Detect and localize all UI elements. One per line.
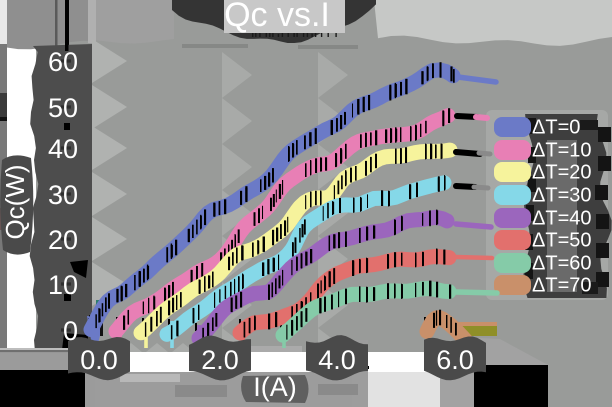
svg-text:20: 20 xyxy=(48,225,78,255)
svg-text:ΔT=0: ΔT=0 xyxy=(532,117,580,139)
svg-text:Qc vs.I: Qc vs.I xyxy=(224,0,330,34)
svg-text:0.0: 0.0 xyxy=(80,345,118,375)
svg-text:ΔT=30: ΔT=30 xyxy=(532,185,592,207)
svg-text:10: 10 xyxy=(48,270,78,300)
svg-text:50: 50 xyxy=(48,93,78,123)
svg-text:ΔT=20: ΔT=20 xyxy=(532,162,592,184)
svg-text:6.0: 6.0 xyxy=(436,345,474,375)
svg-text:40: 40 xyxy=(48,134,78,164)
svg-text:0: 0 xyxy=(63,316,78,346)
svg-text:ΔT=70: ΔT=70 xyxy=(532,275,592,297)
svg-text:ΔT=50: ΔT=50 xyxy=(532,230,592,252)
svg-text:I(A): I(A) xyxy=(253,372,297,402)
svg-text:Qc(W): Qc(W) xyxy=(0,164,30,239)
svg-text:4.0: 4.0 xyxy=(318,345,356,375)
svg-text:ΔT=10: ΔT=10 xyxy=(532,140,592,162)
svg-text:2.0: 2.0 xyxy=(201,345,239,375)
svg-text:30: 30 xyxy=(48,180,78,210)
svg-text:ΔT=40: ΔT=40 xyxy=(532,208,592,230)
svg-text:60: 60 xyxy=(48,47,78,77)
svg-text:ΔT=60: ΔT=60 xyxy=(532,253,592,275)
